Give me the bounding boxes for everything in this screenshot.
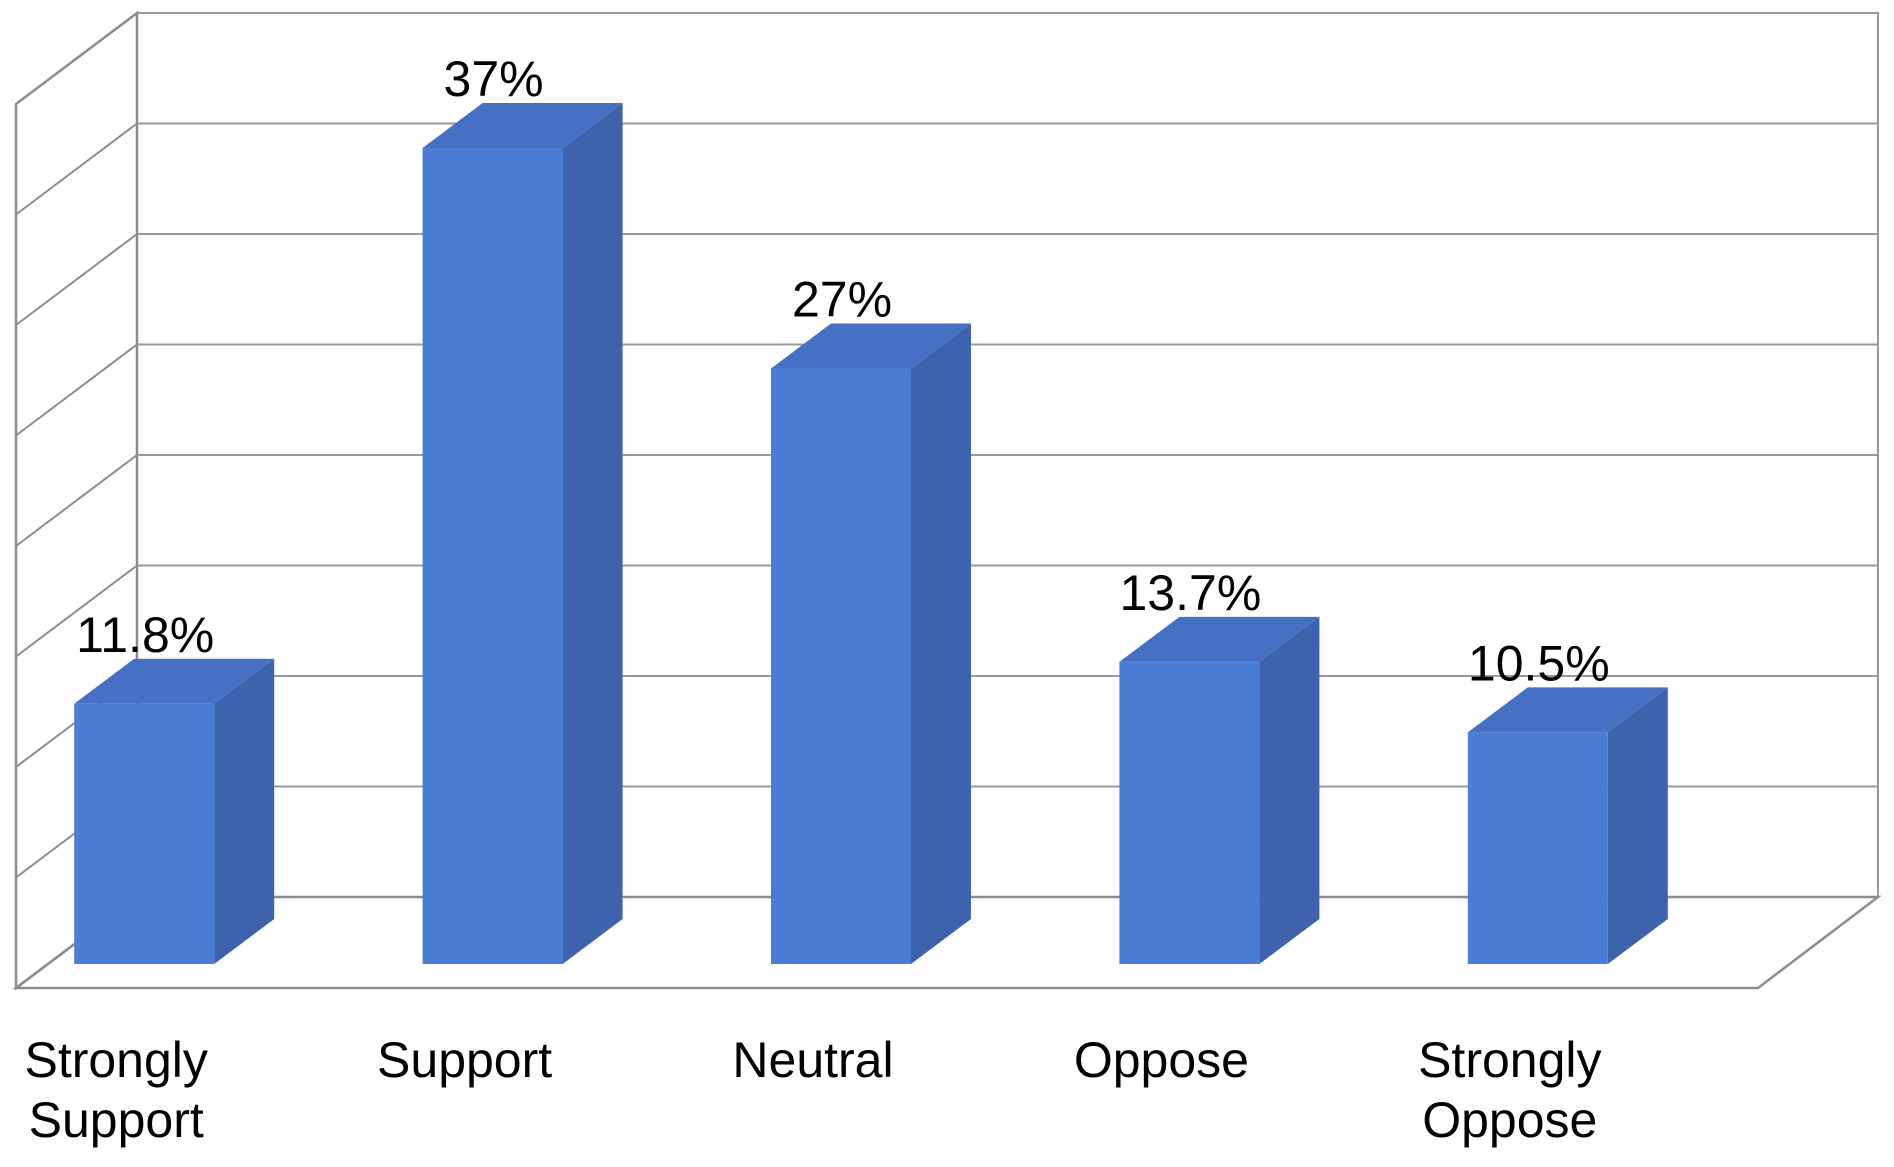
data-label-3: 13.7%: [1120, 565, 1262, 621]
bar-front-2: [771, 368, 911, 964]
bar-side-4: [1607, 687, 1668, 964]
category-label-4-line-1: Oppose: [1422, 1092, 1597, 1148]
category-label-0-line-1: Support: [29, 1092, 204, 1148]
bar-front-4: [1467, 732, 1608, 964]
bar-top-1: [422, 103, 623, 148]
side-gridline-30: [15, 233, 138, 326]
category-label-0: Strongly Support: [24, 1032, 207, 1148]
bar-side-1: [562, 103, 623, 964]
category-label-4-line-0: Strongly: [1418, 1032, 1601, 1088]
data-labels: 11.8% 37% 27% 13.7% 10.5%: [76, 51, 1610, 691]
bar-top-0: [74, 658, 275, 704]
bar-front-1: [422, 148, 563, 964]
side-gridline-35: [15, 122, 138, 216]
category-label-3-line-0: Oppose: [1074, 1032, 1249, 1088]
data-label-0: 11.8%: [76, 607, 214, 663]
bar-top-3: [1119, 616, 1320, 662]
side-gridline-20: [15, 454, 138, 547]
bar-side-3: [1259, 616, 1320, 964]
bar-1: [422, 103, 623, 964]
side-gridline-25: [15, 343, 138, 437]
category-label-0-line-0: Strongly: [24, 1032, 207, 1088]
data-label-2: 27%: [792, 272, 892, 328]
category-label-4: Strongly Oppose: [1418, 1032, 1601, 1148]
category-label-1-line-0: Support: [377, 1032, 552, 1088]
bar-0: [74, 658, 275, 964]
bars: [74, 103, 1668, 964]
category-label-2: Neutral: [732, 1032, 893, 1088]
bar-side-2: [911, 323, 971, 964]
bar-front-3: [1119, 661, 1260, 964]
bar-2: [771, 323, 971, 964]
bar-3: [1119, 616, 1320, 964]
bar-4: [1467, 687, 1668, 964]
data-label-1: 37%: [444, 51, 544, 107]
side-gridline-40: [15, 12, 138, 105]
category-label-3: Oppose: [1074, 1032, 1249, 1088]
category-label-1: Support: [377, 1032, 552, 1088]
bar-side-0: [214, 658, 275, 964]
bar-front-0: [74, 703, 215, 964]
bar-top-4: [1467, 687, 1668, 733]
side-gridline-15: [15, 564, 138, 658]
data-label-4: 10.5%: [1468, 635, 1610, 691]
category-label-2-line-0: Neutral: [732, 1032, 893, 1088]
bar-top-2: [771, 323, 971, 369]
